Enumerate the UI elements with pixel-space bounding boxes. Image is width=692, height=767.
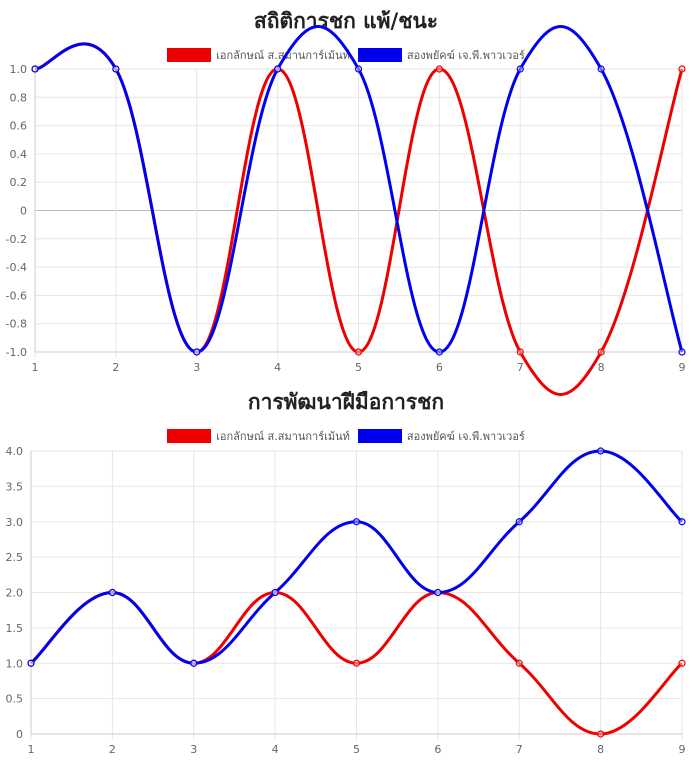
- y-tick-label: 0.4: [10, 148, 28, 161]
- data-point: [434, 588, 442, 597]
- y-tick-label: -0.6: [6, 289, 27, 302]
- y-tick-label: 1.5: [6, 622, 24, 635]
- data-point: [678, 518, 686, 526]
- chart-plot: 1.0 0.8 0.6 0.4 0.2 0 -0.2 -0.4 -0.6 -0.8 -1.0 1 2 3 4…: [6, 25, 686, 396]
- chart-skill-progress: การพัฒนาฝีมือการชก เอกลักษณ์ ส.สมานการ์เ…: [0, 380, 692, 767]
- y-tick-label: -0.8: [6, 318, 27, 331]
- data-point: [435, 348, 443, 356]
- chart-win-loss: สถิติการชก แพ้/ชนะ เอกลักษณ์ ส.สมานการ์เ…: [0, 0, 692, 396]
- x-tick-label: 1: [32, 361, 39, 374]
- legend-label: เอกลักษณ์ ส.สมานการ์เม้นท์: [216, 49, 350, 62]
- legend-label: เอกลักษณ์ ส.สมานการ์เม้นท์: [216, 430, 350, 443]
- legend-label: สองพยัคฆ์ เจ.พี.พาวเวอร์: [406, 430, 525, 443]
- data-point: [516, 65, 524, 73]
- legend-swatch: [357, 429, 402, 443]
- x-tick-label: 5: [355, 361, 362, 374]
- y-tick-label: 2.0: [6, 587, 24, 600]
- data-point: [678, 65, 686, 73]
- x-tick-label: 3: [193, 361, 200, 374]
- data-point: [515, 659, 523, 667]
- x-tick-label: 7: [516, 743, 523, 756]
- data-point: [515, 518, 523, 526]
- data-point: [31, 65, 39, 73]
- data-point: [516, 348, 524, 356]
- y-tick-label: 3.5: [6, 480, 24, 493]
- x-tick-label: 8: [598, 361, 605, 374]
- x-tick-label: 2: [112, 361, 119, 374]
- data-point: [597, 348, 605, 356]
- data-point: [352, 659, 361, 667]
- y-tick-label: 1.0: [10, 63, 28, 76]
- data-point: [597, 447, 605, 455]
- data-point: [193, 348, 201, 356]
- x-tick-label: 3: [190, 743, 197, 756]
- y-tick-label: 0.8: [10, 91, 28, 104]
- chart-plot: 4.0 3.5 3.0 2.5 2.0 1.5 1.0 0.5 01 2 3 4 5 6 7 8 9: [6, 445, 686, 756]
- y-tick-label: 0: [16, 728, 23, 741]
- data-point: [190, 659, 198, 667]
- data-point: [27, 659, 35, 667]
- x-tick-label: 1: [28, 743, 35, 756]
- legend: เอกลักษณ์ ส.สมานการ์เม้นท์ สองพยัคฆ์ เจ.…: [0, 427, 692, 445]
- chart-title: สถิติการชก แพ้/ชนะ: [253, 9, 439, 33]
- legend: เอกลักษณ์ ส.สมานการ์เม้นท์ สองพยัคฆ์ เจ.…: [0, 46, 692, 64]
- legend-swatch: [167, 429, 212, 443]
- x-tick-label: 4: [274, 361, 281, 374]
- y-tick-label: 1.0: [6, 657, 24, 670]
- gridlines: [30, 450, 683, 740]
- series-line-2: [34, 25, 684, 354]
- data-point: [678, 348, 686, 356]
- y-tick-label: 0: [20, 205, 27, 218]
- y-tick-label: -1.0: [6, 346, 27, 359]
- data-point: [678, 659, 686, 667]
- data-point: [271, 588, 279, 597]
- legend-item-series-2[interactable]: สองพยัคฆ์ เจ.พี.พาวเวอร์: [357, 46, 525, 64]
- data-point: [274, 65, 282, 73]
- series-line-2: [29, 449, 684, 665]
- data-point: [435, 65, 443, 73]
- y-tick-label: 0.6: [10, 120, 28, 133]
- x-tick-label: 4: [272, 743, 279, 756]
- legend-swatch: [167, 48, 212, 62]
- legend-item-series-2[interactable]: สองพยัคฆ์ เจ.พี.พาวเวอร์: [357, 427, 525, 445]
- y-tick-label: -0.4: [6, 261, 27, 274]
- y-tick-label: 0.5: [6, 693, 24, 706]
- x-tick-label: 5: [353, 743, 360, 756]
- y-tick-label: -0.2: [6, 233, 27, 246]
- data-point: [112, 65, 120, 73]
- data-point: [108, 588, 116, 597]
- legend-swatch: [357, 48, 402, 62]
- x-tick-label: 6: [436, 361, 443, 374]
- x-tick-label: 7: [517, 361, 524, 374]
- y-tick-label: 0.2: [10, 176, 28, 189]
- data-point: [354, 65, 363, 73]
- y-tick-label: 2.5: [6, 551, 24, 564]
- y-tick-label: 3.0: [6, 516, 24, 529]
- x-tick-label: 9: [679, 361, 686, 374]
- legend-label: สองพยัคฆ์ เจ.พี.พาวเวอร์: [406, 49, 525, 62]
- chart-title: การพัฒนาฝีมือการชก: [247, 390, 445, 414]
- x-tick-label: 6: [434, 743, 441, 756]
- data-point: [597, 65, 605, 73]
- x-tick-label: 9: [679, 743, 686, 756]
- data-point: [597, 730, 605, 738]
- x-tick-label: 2: [109, 743, 116, 756]
- legend-item-series-1[interactable]: เอกลักษณ์ ส.สมานการ์เม้นท์: [167, 46, 350, 64]
- x-tick-label: 8: [597, 743, 604, 756]
- data-point: [352, 518, 361, 526]
- y-tick-label: 4.0: [6, 445, 24, 458]
- data-point: [354, 348, 363, 356]
- legend-item-series-1[interactable]: เอกลักษณ์ ส.สมานการ์เม้นท์: [167, 427, 350, 445]
